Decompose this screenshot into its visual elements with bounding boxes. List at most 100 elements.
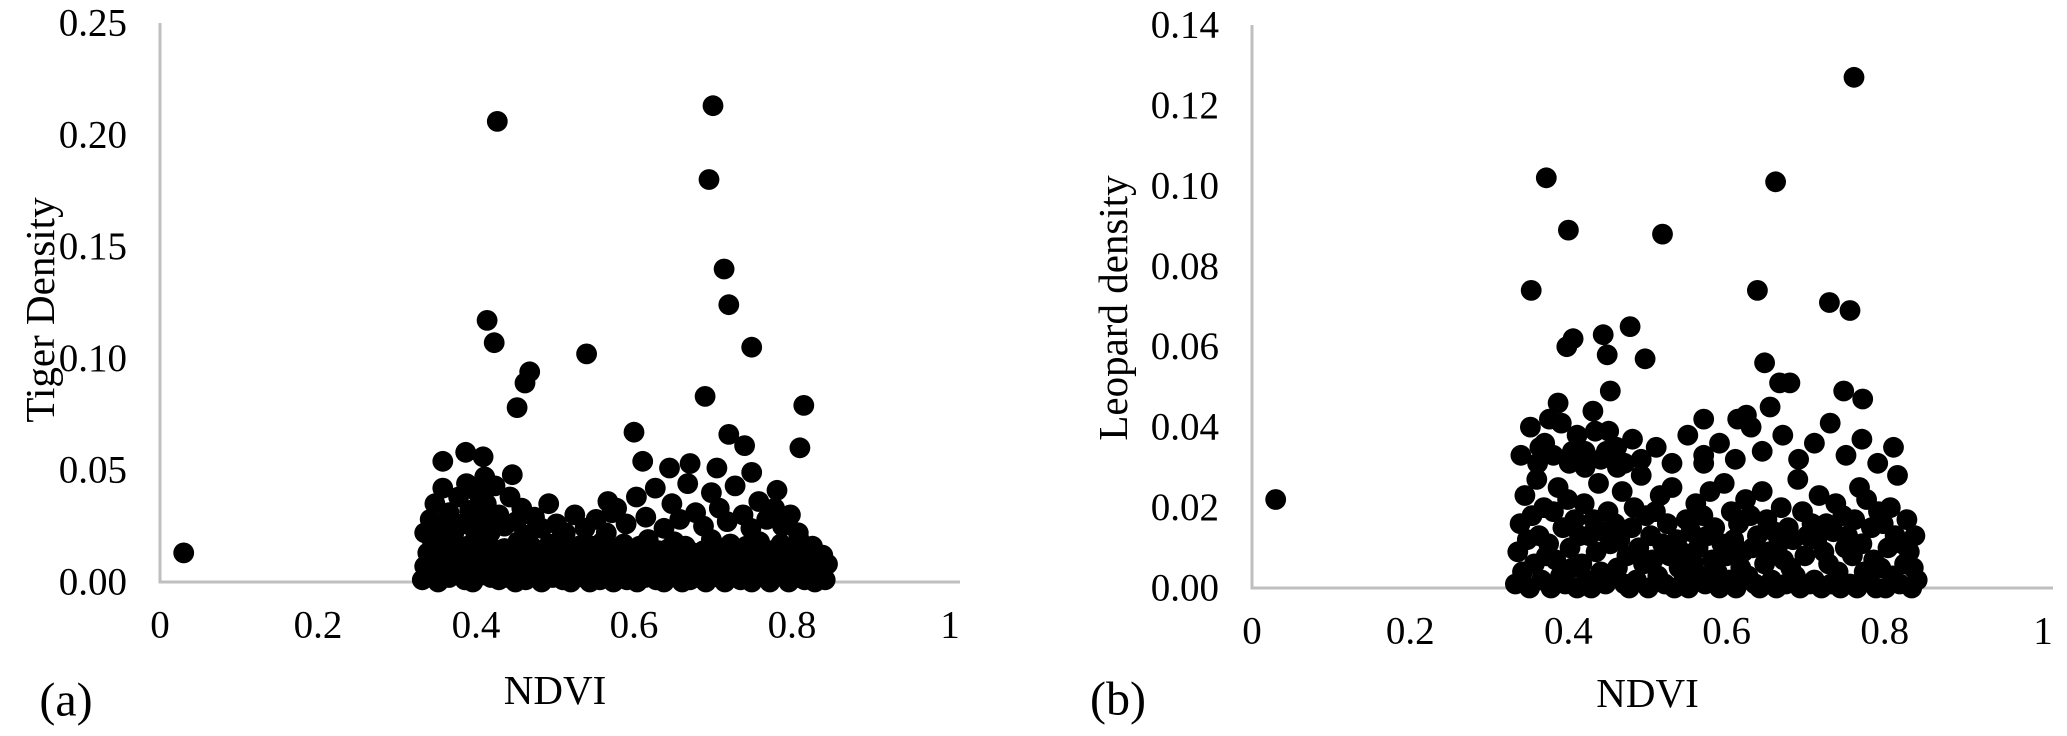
x-tick-label: 0.6 [610,604,659,647]
data-point [1265,489,1287,510]
data-point [1779,372,1801,394]
data-point [1724,448,1746,470]
data-point [734,435,755,456]
data-point [701,482,722,503]
data-point [1661,477,1683,498]
x-tick-label: 0.2 [294,604,343,647]
data-point [1590,448,1612,470]
x-tick-label: 1 [2033,610,2053,653]
x-tick-label: 0 [1242,610,1262,653]
data-point [538,493,560,515]
data-point [1656,513,1678,535]
data-point [766,479,788,501]
data-point [1851,533,1873,555]
y-tick-label: 0.02 [1151,486,1219,529]
data-point [741,336,763,358]
data-point [694,386,716,407]
data-point [1740,416,1762,438]
data-point [1543,501,1564,522]
data-point [780,504,801,526]
y-axis-label: Tiger Density [17,197,63,423]
data-point [1835,444,1857,466]
data-point [817,553,838,575]
data-point [1709,432,1730,454]
data-point [1804,432,1825,454]
data-point [606,497,627,519]
y-tick-label: 0.14 [1151,4,1219,47]
data-point [1558,219,1579,241]
panel-letter: (a) [39,674,92,727]
data-point [419,509,441,530]
y-tick-label: 0.20 [59,113,127,156]
data-point [1839,300,1861,321]
y-tick-label: 0.04 [1151,406,1219,449]
data-point [1794,545,1816,567]
data-point [1819,292,1840,313]
data-point [1765,171,1786,193]
data-point [1510,444,1532,466]
data-point [1906,569,1928,591]
data-point [1606,436,1628,458]
data-point [1550,412,1572,434]
data-point [1896,509,1918,530]
data-point [1526,469,1548,490]
data-point [1621,517,1643,539]
data-point [1751,481,1773,502]
data-point [1520,416,1541,438]
data-point [814,569,836,591]
data-point [484,475,506,497]
data-point [506,397,528,418]
x-tick-label: 0.6 [1702,610,1751,653]
data-point [1611,481,1633,502]
data-point [1819,412,1841,434]
data-point [718,424,740,445]
data-point [718,294,740,316]
panel-letter: (b) [1090,673,1146,726]
data-point [713,258,735,280]
data-point [1543,444,1564,466]
data-point [1545,549,1567,571]
data-point [1898,541,1920,563]
data-point [1574,457,1596,478]
x-tick-label: 0 [150,604,170,647]
data-point [1887,465,1908,486]
panel-a: 0.00 0.05 0.10 0.15 0.20 0.25 0 0.2 0.4 0.6 0.8 1 ND… [17,2,960,727]
data-point [472,446,494,468]
data-point [1538,533,1559,555]
data-point [632,450,654,472]
data-point [1843,66,1865,88]
data-point [476,310,498,331]
data-point [1562,328,1584,350]
data-point [1642,549,1664,571]
data-point [615,513,637,535]
data-point [1661,452,1683,474]
data-point [1883,436,1904,458]
data-point [1596,344,1618,366]
x-tick-label: 0.2 [1386,610,1435,653]
x-tick-label: 0.4 [1544,610,1593,653]
data-point [1739,505,1761,526]
scatter-plot-tiger-density: 0.00 0.05 0.10 0.15 0.20 0.25 0 0.2 0.4 0.6 0.8 1 ND… [17,2,960,727]
data-point [1599,380,1621,402]
data-point [1751,440,1773,462]
data-point [1622,428,1643,450]
y-tick-label: 0.06 [1151,325,1219,368]
data-point [1801,513,1823,535]
data-point [1571,553,1593,575]
data-point [698,169,720,190]
data-point [173,542,195,564]
data-point [1770,497,1792,518]
y-tick-label: 0.15 [59,225,127,268]
y-axis-label: Leopard density [1090,175,1136,441]
data-point [1598,420,1620,442]
y-tick-label: 0.12 [1151,84,1219,127]
data-point [1564,509,1586,530]
data-point [724,475,746,497]
data-point [1527,452,1548,474]
data-point [1514,485,1536,506]
data-point [1619,316,1641,337]
data-point [1716,545,1737,567]
data-point [432,450,454,472]
data-point [1592,324,1614,346]
data-point [1787,469,1809,490]
